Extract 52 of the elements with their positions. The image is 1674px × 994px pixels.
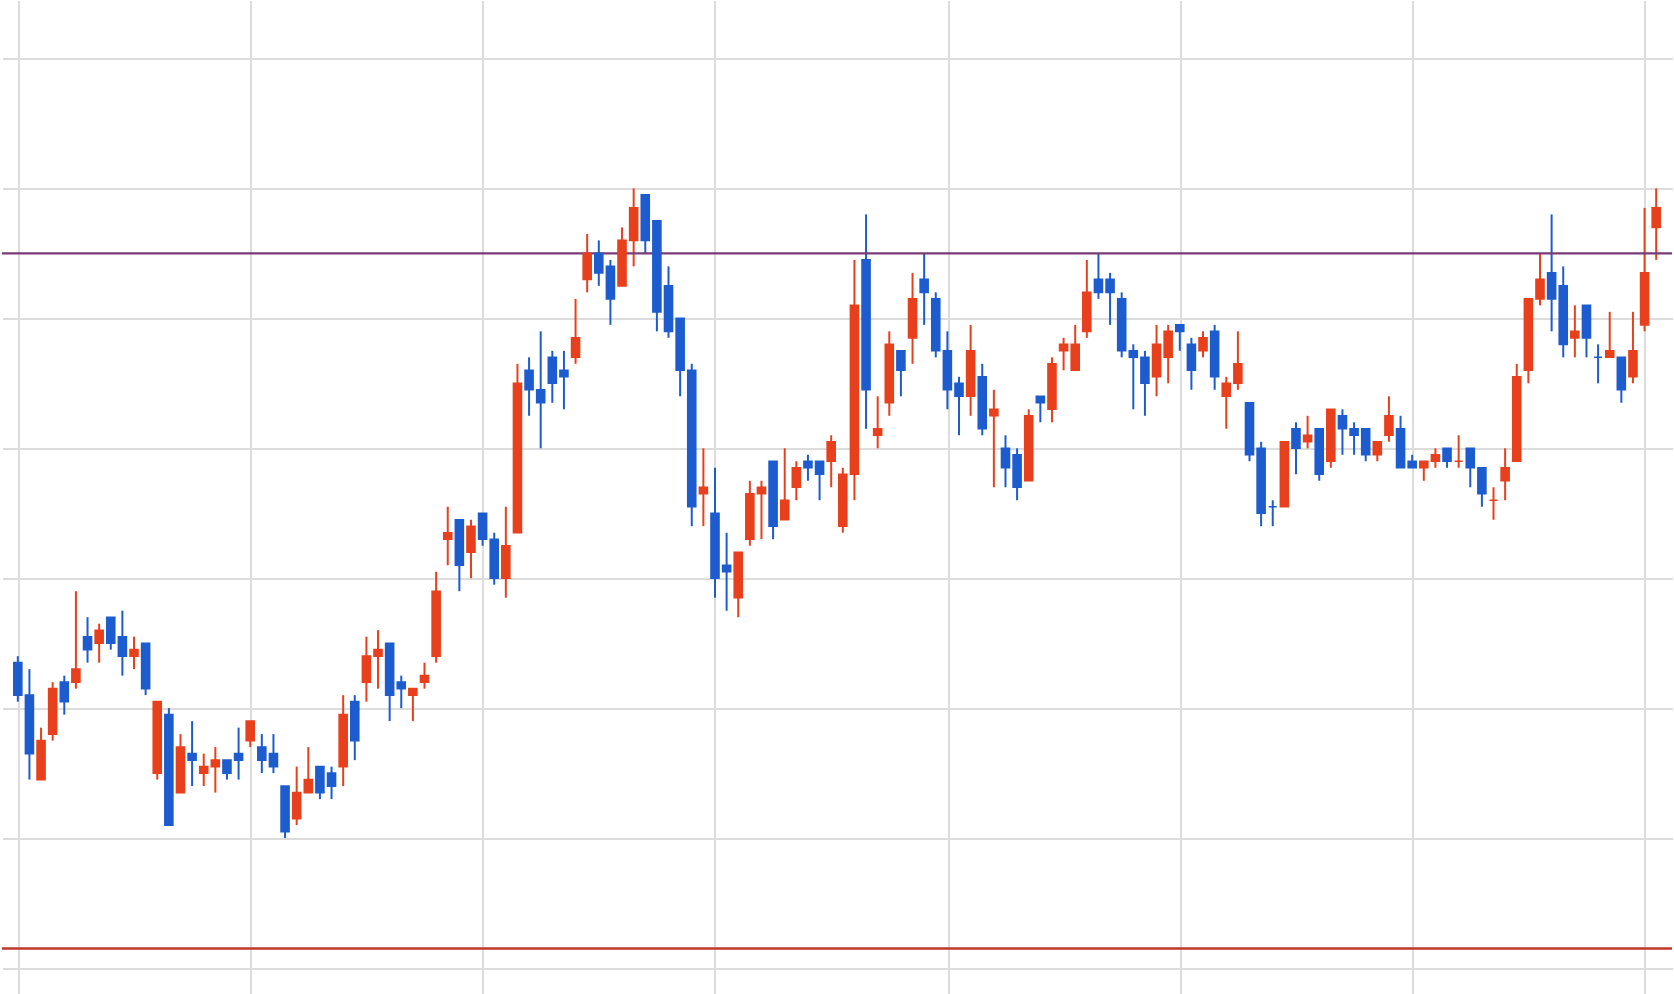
candlestick (466, 518, 476, 580)
candlestick (187, 720, 197, 788)
candlestick (1442, 447, 1452, 469)
candlestick (1616, 356, 1627, 404)
candlestick (1604, 310, 1615, 359)
candlestick (791, 460, 802, 502)
candlestick (36, 726, 46, 781)
candlestick (733, 551, 744, 619)
candlestick (1570, 304, 1580, 359)
candlestick (1082, 258, 1092, 339)
candlestick (47, 681, 58, 742)
candlestick (501, 505, 511, 599)
candlestick (582, 232, 592, 294)
candlestick (907, 271, 918, 365)
candlestick (1291, 421, 1301, 476)
candlestick (349, 694, 360, 762)
candlestick (419, 661, 430, 690)
candlestick (1186, 336, 1197, 391)
candlestick (779, 447, 790, 521)
candlestick (570, 297, 581, 365)
candlestick (1581, 304, 1592, 359)
candlestick (989, 388, 999, 489)
candlestick (454, 518, 465, 593)
candlestick (1628, 310, 1638, 385)
candlestick (1035, 395, 1046, 424)
candlestick (1047, 356, 1057, 424)
candlestick (1500, 447, 1510, 502)
candlestick (1372, 440, 1383, 463)
candlestick (872, 395, 883, 450)
candlestick (1209, 323, 1220, 391)
candlestick (442, 505, 453, 567)
candlestick (245, 720, 255, 749)
candlestick (896, 349, 906, 398)
candlestick (175, 733, 186, 794)
candlestick (82, 616, 93, 664)
candlestick (1302, 414, 1313, 450)
candlestick (59, 674, 70, 716)
candlestick (1651, 187, 1661, 261)
candlestick (698, 447, 709, 528)
candlestick (1198, 330, 1208, 359)
candlestick (140, 642, 151, 697)
candlestick (919, 252, 929, 326)
candlestick (94, 622, 104, 664)
candlestick (965, 323, 976, 417)
candlestick (1384, 395, 1394, 443)
candlestick (1314, 427, 1325, 482)
candlestick (280, 785, 290, 840)
candlestick (71, 590, 81, 690)
candlestick (408, 687, 418, 723)
candlestick (1174, 323, 1185, 352)
candlestick (129, 635, 139, 671)
candlestick (826, 434, 836, 489)
